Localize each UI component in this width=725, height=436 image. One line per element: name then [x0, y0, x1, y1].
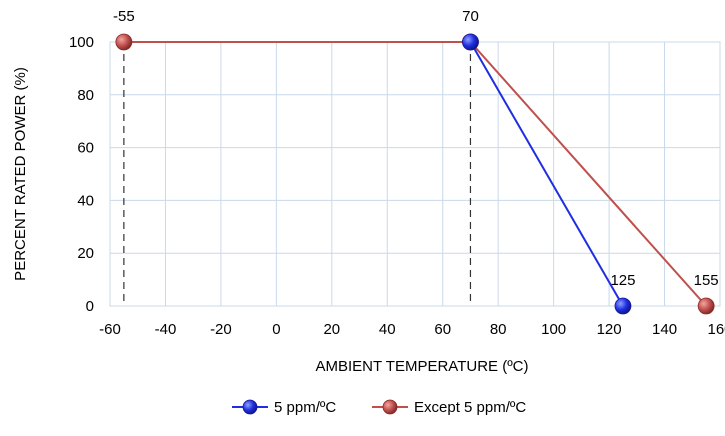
legend-marker-5ppm — [242, 399, 258, 415]
y-tick-label: 20 — [77, 245, 94, 262]
plot-area-frame — [109, 41, 721, 307]
series-lines — [123, 41, 707, 307]
x-tick-label: 0 — [272, 321, 280, 338]
data-labels: -55 70 125 155 — [113, 8, 719, 289]
series-line-except-5ppm — [123, 41, 707, 307]
x-axis-title: AMBIENT TEMPERATURE (ºC) — [316, 358, 529, 375]
y-tick-label: 100 — [69, 34, 94, 51]
y-tick-label: 60 — [77, 140, 94, 157]
y-axis-title: PERCENT RATED POWER (%) — [12, 67, 29, 281]
legend-label-except-5ppm: Except 5 ppm/ºC — [414, 399, 526, 416]
axis-ticks: -60 -40 -20 0 20 40 60 80 100 120 140 160 0 20 40 60 80 1… — [69, 34, 725, 338]
y-tick-label: 80 — [77, 87, 94, 104]
x-tick-label: 60 — [434, 321, 451, 338]
x-tick-label: 160 — [707, 321, 725, 338]
legend-label-5ppm: 5 ppm/ºC — [274, 399, 336, 416]
legend: 5 ppm/ºC Except 5 ppm/ºC — [232, 399, 526, 416]
guide-lines — [123, 42, 472, 306]
data-point-5ppm — [462, 33, 479, 51]
x-tick-label: -40 — [155, 321, 177, 338]
x-tick-label: -60 — [99, 321, 121, 338]
x-tick-label: 100 — [541, 321, 566, 338]
legend-marker-except-5ppm — [382, 399, 398, 415]
data-label: -55 — [113, 8, 135, 25]
data-label: 70 — [462, 8, 479, 25]
data-point-5ppm — [614, 297, 632, 315]
y-tick-label: 0 — [86, 298, 94, 315]
x-tick-label: -20 — [210, 321, 232, 338]
data-label: 155 — [694, 272, 719, 289]
x-tick-label: 120 — [597, 321, 622, 338]
x-tick-label: 140 — [652, 321, 677, 338]
y-tick-label: 40 — [77, 192, 94, 209]
data-label: 125 — [610, 272, 635, 289]
x-tick-label: 80 — [490, 321, 507, 338]
grid-lines — [109, 41, 721, 307]
data-point-except-5ppm — [697, 297, 715, 315]
series-markers — [115, 33, 715, 315]
data-point-except-5ppm — [115, 33, 133, 51]
series-line-5ppm — [469, 41, 624, 307]
x-tick-label: 40 — [379, 321, 396, 338]
legend-item-5ppm: 5 ppm/ºC — [232, 399, 336, 416]
legend-item-except-5ppm: Except 5 ppm/ºC — [372, 399, 526, 416]
x-tick-label: 20 — [323, 321, 340, 338]
